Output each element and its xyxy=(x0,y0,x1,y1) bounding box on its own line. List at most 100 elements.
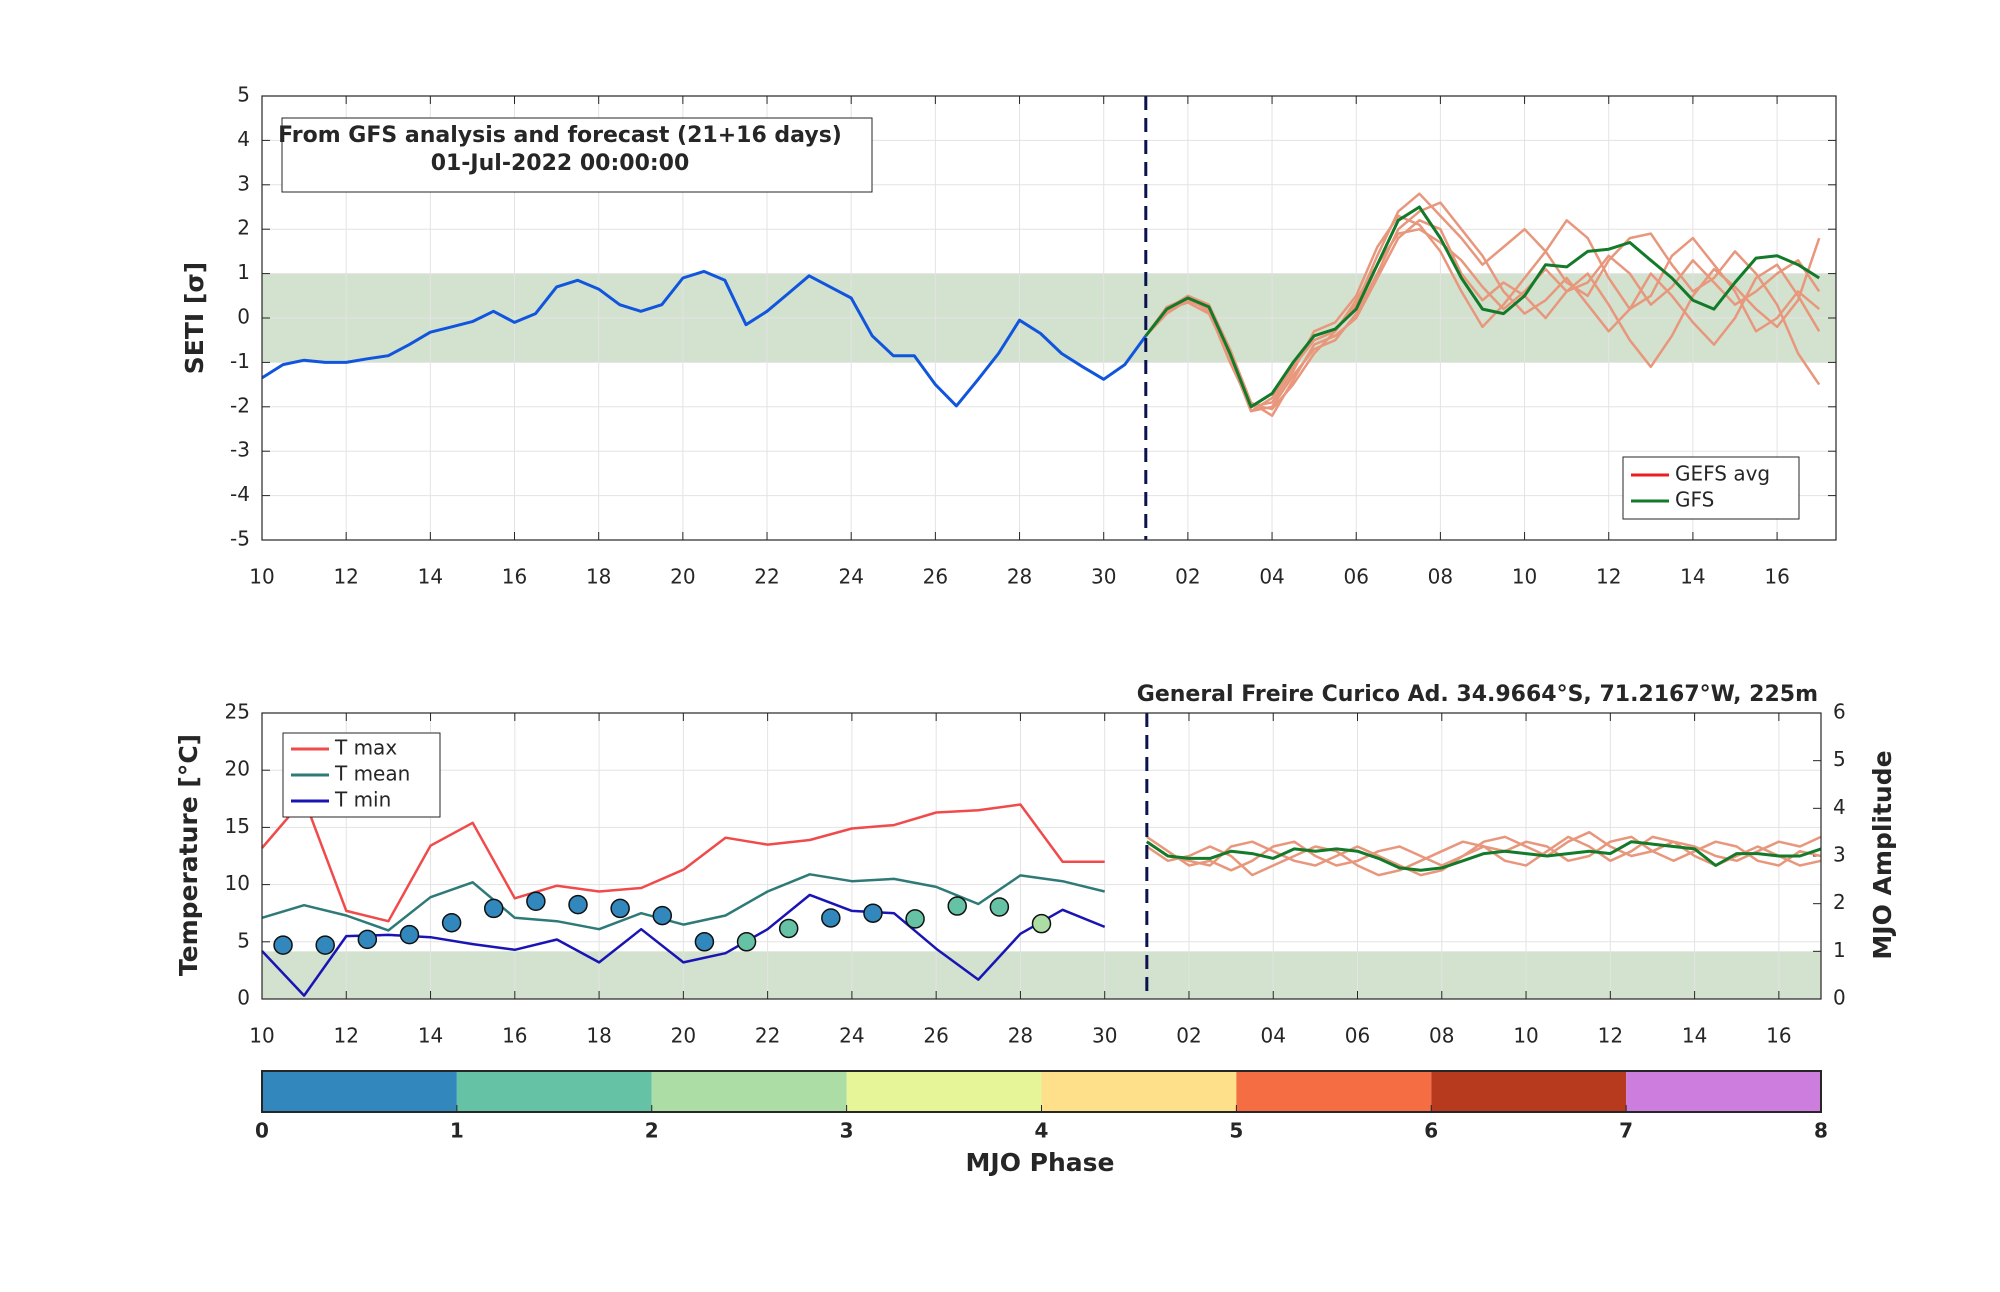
mjo-point xyxy=(905,909,925,929)
mjo-point xyxy=(989,897,1010,917)
x-tick-label: 28 xyxy=(1007,565,1032,589)
x-tick-label: 24 xyxy=(839,1024,864,1048)
temperature-line xyxy=(261,873,1105,932)
x-tick-label: 08 xyxy=(1428,565,1453,589)
colorbar-tick-label: 1 xyxy=(450,1119,464,1143)
legend-label: GEFS avg xyxy=(1675,462,1770,486)
mjo-point xyxy=(610,898,630,919)
y2-tick-label: 1 xyxy=(1833,938,1846,962)
mjo-point xyxy=(315,935,335,955)
legend-label: T min xyxy=(334,788,391,812)
x-tick-label: 24 xyxy=(838,565,863,589)
mjo-point xyxy=(568,894,588,915)
mjo-point xyxy=(778,918,799,939)
y-tick-label: 10 xyxy=(225,871,250,895)
x-tick-label: 16 xyxy=(1764,565,1789,589)
y-axis-label: SETI [σ] xyxy=(180,262,209,374)
title: From GFS analysis and forecast (21+16 da… xyxy=(278,123,842,148)
y2-tick-label: 6 xyxy=(1833,700,1846,724)
x-tick-label: 16 xyxy=(502,1024,527,1048)
y-tick-label: 5 xyxy=(237,83,250,107)
mjo-point xyxy=(736,932,757,952)
mjo-point xyxy=(821,908,841,928)
station-label: General Freire Curico Ad. 34.9664°S, 71.… xyxy=(1137,682,1818,707)
ensemble-member-line xyxy=(1144,201,1821,413)
x-tick-label: 30 xyxy=(1092,1024,1117,1048)
x-tick-label: 06 xyxy=(1345,1024,1370,1048)
y-tick-label: 15 xyxy=(225,814,250,838)
colorbar-segment xyxy=(651,1071,847,1112)
y-tick-label: -5 xyxy=(230,527,250,551)
colorbar-tick-label: 8 xyxy=(1814,1119,1828,1143)
colorbar-label: MJO Phase xyxy=(966,1148,1115,1177)
x-tick-label: 18 xyxy=(586,1024,611,1048)
y-tick-label: -1 xyxy=(230,349,250,373)
x-tick-label: 10 xyxy=(249,1024,274,1048)
x-tick-label: 16 xyxy=(502,565,527,589)
mjo-point xyxy=(1031,913,1052,934)
title: 01-Jul-2022 00:00:00 xyxy=(431,151,690,176)
ensemble-member-line xyxy=(1146,835,1822,877)
mjo-point xyxy=(652,905,673,926)
x-tick-label: 16 xyxy=(1766,1024,1791,1048)
x-tick-label: 04 xyxy=(1261,1024,1286,1048)
y2-axis-label: MJO Amplitude xyxy=(1868,750,1897,959)
colorbar-tick-label: 5 xyxy=(1229,1119,1243,1143)
x-tick-label: 12 xyxy=(333,565,358,589)
y2-tick-label: 0 xyxy=(1833,986,1846,1010)
y-tick-label: 1 xyxy=(237,260,250,284)
colorbar-segment xyxy=(846,1071,1042,1112)
y-tick-label: 0 xyxy=(237,305,250,329)
x-tick-label: 14 xyxy=(418,565,443,589)
mjo-point xyxy=(483,898,504,919)
legend-label: T mean xyxy=(334,762,410,786)
x-tick-label: 18 xyxy=(586,565,611,589)
x-tick-label: 06 xyxy=(1343,565,1368,589)
y-tick-label: 4 xyxy=(237,127,250,151)
y2-tick-label: 5 xyxy=(1833,747,1846,771)
mjo-point xyxy=(273,935,293,955)
x-tick-label: 26 xyxy=(923,565,948,589)
x-tick-label: 30 xyxy=(1091,565,1116,589)
x-tick-label: 14 xyxy=(1680,565,1705,589)
colorbar-tick-label: 7 xyxy=(1619,1119,1633,1143)
x-tick-label: 10 xyxy=(1512,565,1537,589)
colorbar-tick-label: 0 xyxy=(255,1119,269,1143)
y-tick-label: 2 xyxy=(237,216,250,240)
y2-tick-label: 4 xyxy=(1833,795,1846,819)
y-tick-label: 3 xyxy=(237,171,250,195)
colorbar-tick-label: 2 xyxy=(645,1119,659,1143)
x-tick-label: 10 xyxy=(1513,1024,1538,1048)
legend-label: T max xyxy=(334,736,397,760)
axes-box xyxy=(261,95,1837,541)
x-tick-label: 04 xyxy=(1259,565,1284,589)
x-tick-label: 12 xyxy=(334,1024,359,1048)
mjo-point xyxy=(526,891,546,912)
mjo-point xyxy=(947,896,967,916)
legend-box xyxy=(1622,456,1800,520)
x-tick-label: 28 xyxy=(1008,1024,1033,1048)
colorbar-segment xyxy=(1041,1071,1237,1112)
y-tick-label: 20 xyxy=(225,757,250,781)
x-tick-label: 08 xyxy=(1429,1024,1454,1048)
colorbar-segment xyxy=(456,1071,652,1112)
mjo-point xyxy=(863,903,883,923)
ensemble-member-line xyxy=(1144,227,1821,411)
colorbar-tick-label: 4 xyxy=(1035,1119,1049,1143)
x-tick-label: 20 xyxy=(671,1024,696,1048)
colorbar-segment xyxy=(262,1071,457,1112)
mjo-point xyxy=(399,924,420,945)
y-tick-label: 25 xyxy=(225,700,250,724)
x-tick-label: 12 xyxy=(1596,565,1621,589)
title-box xyxy=(281,117,873,193)
y-tick-label: 0 xyxy=(237,986,250,1010)
y-axis-label: Temperature [°C] xyxy=(174,734,203,976)
x-tick-label: 22 xyxy=(754,565,779,589)
colorbar-segment xyxy=(1236,1071,1432,1112)
x-tick-label: 14 xyxy=(1682,1024,1707,1048)
x-tick-label: 26 xyxy=(923,1024,948,1048)
normal-band xyxy=(262,951,1821,999)
x-tick-label: 02 xyxy=(1176,1024,1201,1048)
y-tick-label: -2 xyxy=(230,393,250,417)
